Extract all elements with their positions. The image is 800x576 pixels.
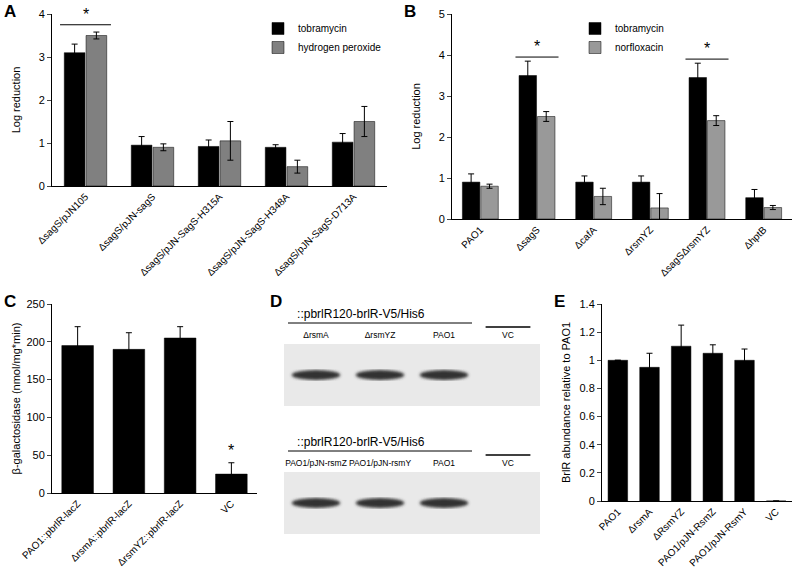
svg-text:5: 5 xyxy=(439,8,445,20)
svg-text:hydrogen peroxide: hydrogen peroxide xyxy=(298,42,381,53)
svg-text:1: 1 xyxy=(589,354,595,366)
svg-text:ΔRsmYZ: ΔRsmYZ xyxy=(650,506,686,542)
svg-text:0: 0 xyxy=(589,495,595,507)
html-text:A: A xyxy=(4,2,17,21)
svg-text:VC: VC xyxy=(502,330,514,340)
svg-text:150: 150 xyxy=(26,373,44,385)
svg-text:50: 50 xyxy=(33,449,45,461)
svg-text:ΔsagS: ΔsagS xyxy=(513,224,542,253)
svg-text:PAO1: PAO1 xyxy=(433,330,455,340)
svg-text:0: 0 xyxy=(439,213,445,225)
svg-text:Log reduction: Log reduction xyxy=(410,83,422,150)
svg-text:ΔsagS/pJN-SagS-H315A: ΔsagS/pJN-SagS-H315A xyxy=(138,191,225,278)
svg-text:1.4: 1.4 xyxy=(580,298,595,310)
svg-text:ΔsagS/pJN-sagS: ΔsagS/pJN-sagS xyxy=(96,191,158,253)
svg-text:0.6: 0.6 xyxy=(580,410,595,422)
svg-text:3: 3 xyxy=(39,51,45,63)
svg-text:PAO1: PAO1 xyxy=(597,506,623,532)
svg-text:PAO1/pJN-RsmY: PAO1/pJN-RsmY xyxy=(687,506,749,568)
svg-text:0: 0 xyxy=(39,180,45,192)
svg-text:::pbrlR120-brlR-V5/His6: ::pbrlR120-brlR-V5/His6 xyxy=(297,307,425,321)
svg-text:ΔhptB: ΔhptB xyxy=(742,224,769,251)
svg-text:0.4: 0.4 xyxy=(580,439,595,451)
svg-text:*: * xyxy=(704,40,710,57)
html-text:D: D xyxy=(270,292,283,311)
svg-text:250: 250 xyxy=(26,298,44,310)
svg-text:ΔsagS/pJN105: ΔsagS/pJN105 xyxy=(35,191,90,246)
svg-text:1: 1 xyxy=(439,172,445,184)
svg-text:PAO1::pbrlR-lacZ: PAO1::pbrlR-lacZ xyxy=(20,498,83,561)
svg-text:β-galactosidase (nmol/mg*min): β-galactosidase (nmol/mg*min) xyxy=(10,323,22,475)
svg-text:VC: VC xyxy=(502,458,514,468)
html-text:B: B xyxy=(404,2,417,21)
svg-text:tobramycin: tobramycin xyxy=(615,23,664,34)
svg-text:ΔrsmYZ::pbrlR-lacZ: ΔrsmYZ::pbrlR-lacZ xyxy=(115,498,185,568)
svg-text:*: * xyxy=(534,38,540,55)
svg-text:PAO1/pJN-rsmZ: PAO1/pJN-rsmZ xyxy=(285,458,347,468)
svg-text:VC: VC xyxy=(764,506,782,524)
svg-text:100: 100 xyxy=(26,411,44,423)
svg-text:1: 1 xyxy=(39,137,45,149)
svg-text:ΔcafA: ΔcafA xyxy=(572,224,599,251)
svg-text:ΔrsmA: ΔrsmA xyxy=(625,506,654,535)
svg-text:200: 200 xyxy=(26,336,44,348)
svg-text:VC: VC xyxy=(219,498,237,516)
svg-text:0: 0 xyxy=(39,487,45,499)
svg-text:4: 4 xyxy=(439,49,445,61)
svg-text:::pbrlR120-brlR-V5/His6: ::pbrlR120-brlR-V5/His6 xyxy=(297,435,425,449)
svg-text:ΔsagS/pJN-SagS-D713A: ΔsagS/pJN-SagS-D713A xyxy=(272,191,359,278)
svg-text:4: 4 xyxy=(39,8,45,20)
svg-text:ΔrsmA::pbrlR-lacZ: ΔrsmA::pbrlR-lacZ xyxy=(68,498,134,564)
svg-text:0.2: 0.2 xyxy=(580,467,595,479)
svg-text:PAO1: PAO1 xyxy=(459,224,485,250)
svg-text:PAO1/pJN-RsmZ: PAO1/pJN-RsmZ xyxy=(656,506,718,568)
svg-text:2: 2 xyxy=(439,131,445,143)
svg-text:ΔrsmYZ: ΔrsmYZ xyxy=(365,330,396,340)
svg-text:3: 3 xyxy=(439,90,445,102)
svg-text:PAO1/pJN-rsmY: PAO1/pJN-rsmY xyxy=(349,458,412,468)
svg-text:*: * xyxy=(83,6,89,23)
svg-text:Log reduction: Log reduction xyxy=(10,67,22,134)
svg-text:ΔrsmYZ: ΔrsmYZ xyxy=(622,224,655,257)
html-text:E: E xyxy=(554,292,566,311)
html-text:C: C xyxy=(4,292,17,311)
svg-text:2: 2 xyxy=(39,94,45,106)
svg-text:BrlR abundance relative to PAO: BrlR abundance relative to PAO1 xyxy=(560,322,572,483)
svg-text:tobramycin: tobramycin xyxy=(298,23,347,34)
svg-text:1.2: 1.2 xyxy=(580,326,595,338)
svg-text:*: * xyxy=(228,442,234,459)
svg-text:PAO1: PAO1 xyxy=(433,458,455,468)
svg-text:norfloxacin: norfloxacin xyxy=(615,42,663,53)
svg-text:ΔsagSΔrsmYZ: ΔsagSΔrsmYZ xyxy=(658,224,712,278)
svg-text:ΔsagS/pJN-SagS-H348A: ΔsagS/pJN-SagS-H348A xyxy=(205,191,292,278)
svg-text:ΔrsmA: ΔrsmA xyxy=(303,330,329,340)
svg-text:0.8: 0.8 xyxy=(580,382,595,394)
